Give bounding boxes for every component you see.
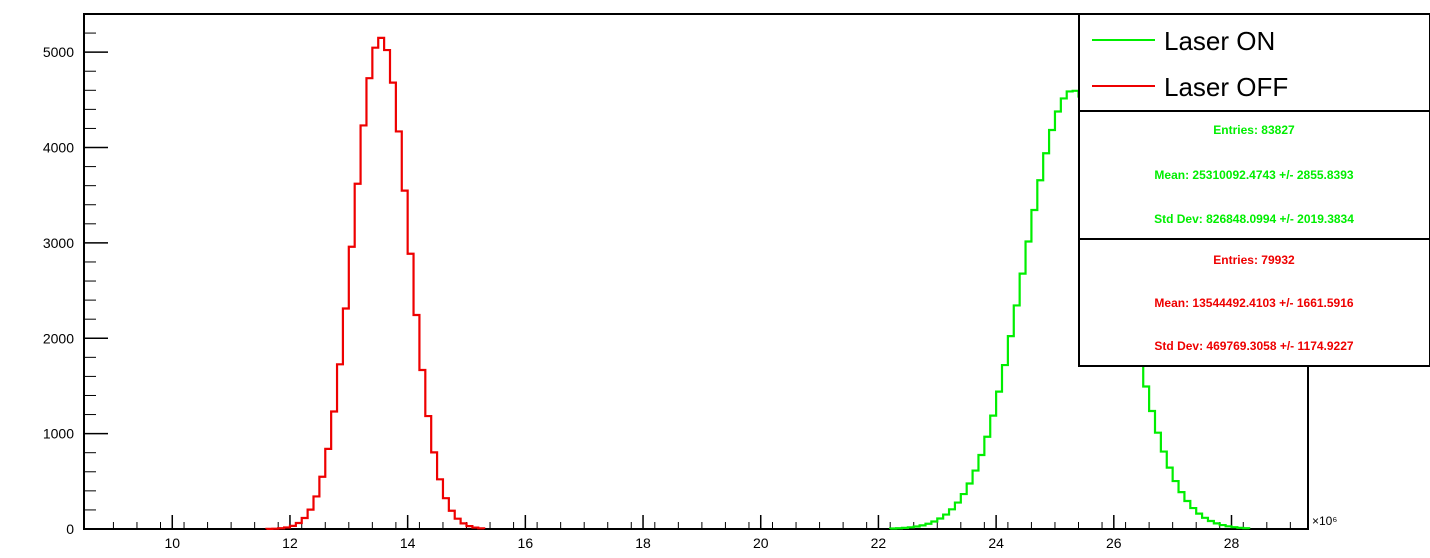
y-tick-label: 4000 (43, 140, 74, 156)
x-tick-label: 28 (1224, 535, 1240, 551)
stats-box-laser-off: Entries: 79932 Mean: 13544492.4103 +/- 1… (1078, 238, 1430, 367)
stats-box-laser-on-frame (1078, 110, 1430, 240)
x-tick-label: 12 (282, 535, 298, 551)
x-tick-label: 10 (164, 535, 180, 551)
y-tick-label: 3000 (43, 235, 74, 251)
legend-label-laser-on: Laser ON (1164, 26, 1275, 56)
stats-box-laser-off-frame (1078, 238, 1430, 367)
axes: 10 12 14 16 18 20 22 24 26 28 ×10⁶ 0 1000 2000 3000 400… (43, 13, 1337, 551)
x-tick-label: 20 (753, 535, 769, 551)
legend: Laser ON Laser OFF (1078, 13, 1430, 112)
stats-on-std: Std Dev: 826848.0994 +/- 2019.3834 (1154, 212, 1354, 226)
x-scale-label: ×10⁶ (1312, 514, 1337, 528)
stats-on-entries: Entries: 83827 (1213, 123, 1295, 137)
histogram-series-laser-off (265, 36, 486, 530)
x-tick-label: 24 (988, 535, 1004, 551)
y-tick-label: 0 (66, 521, 74, 537)
series-layer (265, 36, 1251, 530)
y-tick-label: 1000 (43, 426, 74, 442)
stats-off-std: Std Dev: 469769.3058 +/- 1174.9227 (1154, 339, 1353, 353)
x-tick-label: 14 (400, 535, 416, 551)
stats-off-mean: Mean: 13544492.4103 +/- 1661.5916 (1154, 296, 1353, 310)
x-tick-label: 26 (1106, 535, 1122, 551)
x-tick-label: 18 (635, 535, 651, 551)
legend-box (1078, 13, 1430, 112)
stats-on-mean: Mean: 25310092.4743 +/- 2855.8393 (1154, 168, 1353, 182)
stats-box-laser-on: Entries: 83827 Mean: 25310092.4743 +/- 2… (1078, 110, 1430, 240)
histogram-series-laser-on (889, 89, 1251, 530)
x-tick-label: 22 (871, 535, 887, 551)
stats-off-entries: Entries: 79932 (1213, 253, 1295, 267)
legend-label-laser-off: Laser OFF (1164, 72, 1288, 102)
y-tick-label: 5000 (43, 44, 74, 60)
x-tick-label: 16 (518, 535, 534, 551)
y-tick-label: 2000 (43, 330, 74, 346)
